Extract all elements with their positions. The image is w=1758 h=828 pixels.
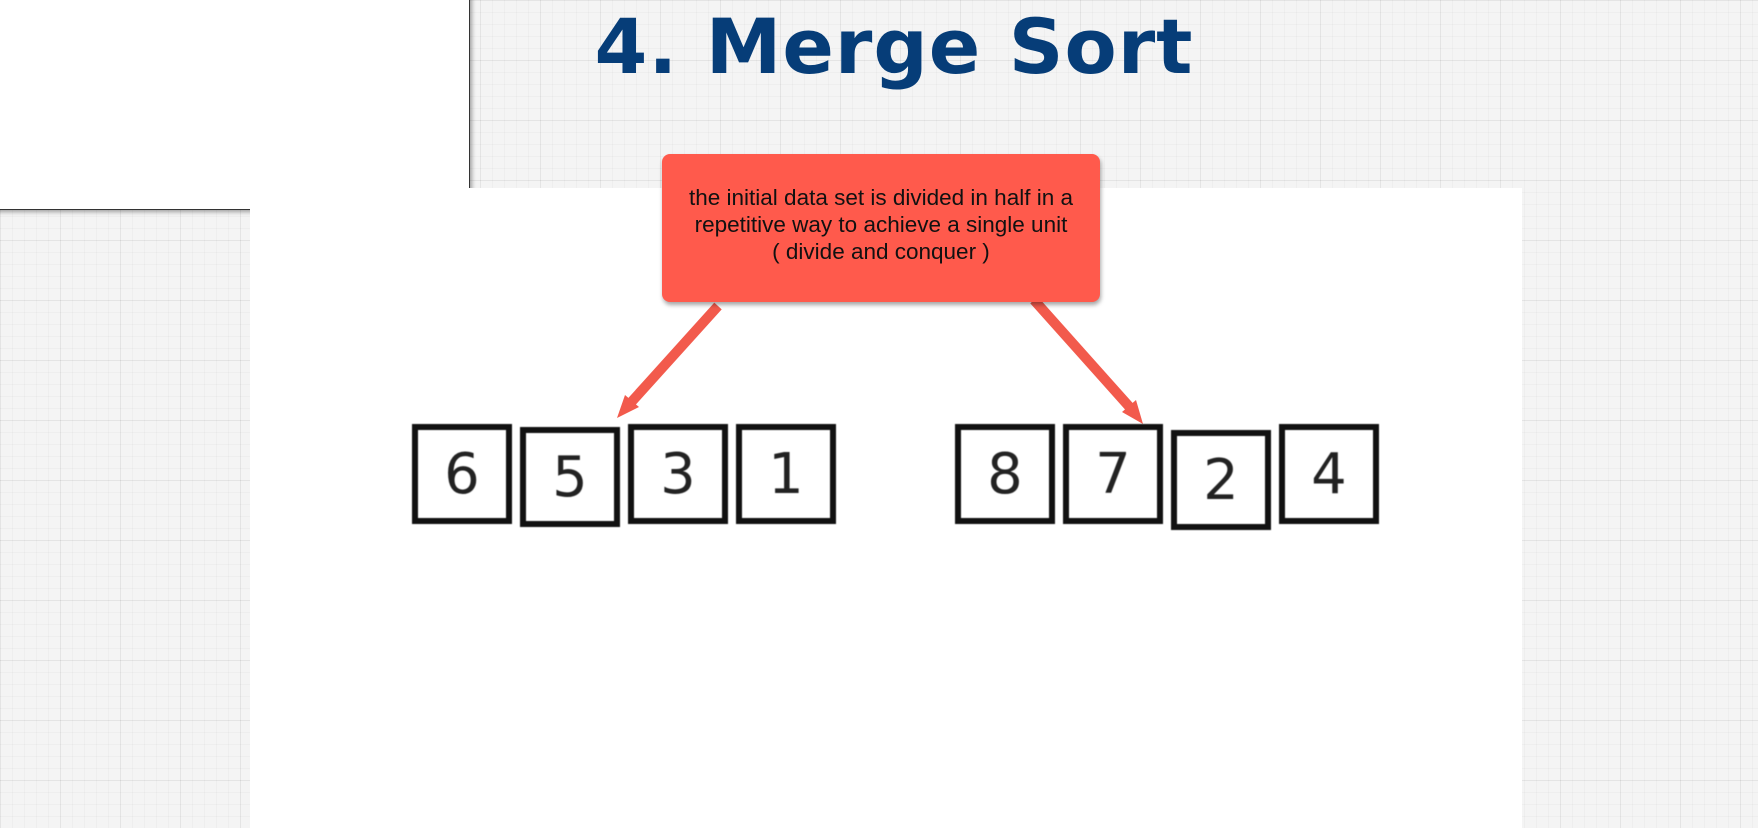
array-cell: 1: [736, 424, 836, 524]
array-cell: 8: [955, 424, 1055, 524]
blank-overlay-window: [0, 0, 470, 210]
left-half-array: 6 5 3 1: [412, 424, 836, 527]
array-cell: 4: [1279, 424, 1379, 524]
callout-line-3: ( divide and conquer ): [772, 238, 990, 264]
callout-text: the initial data set is divided in half …: [689, 184, 1073, 265]
array-cell: 5: [520, 427, 620, 527]
array-cell: 3: [628, 424, 728, 524]
array-cell: 7: [1063, 424, 1163, 524]
right-half-array: 8 7 2 4: [955, 424, 1379, 530]
array-cell: 6: [412, 424, 512, 524]
callout-line-1: the initial data set is divided in half …: [689, 184, 1073, 210]
array-cell: 2: [1171, 430, 1271, 530]
explanation-callout: the initial data set is divided in half …: [662, 154, 1100, 302]
callout-line-2: repetitive way to achieve a single unit: [694, 211, 1068, 237]
slide-title: 4. Merge Sort: [594, 2, 1194, 91]
